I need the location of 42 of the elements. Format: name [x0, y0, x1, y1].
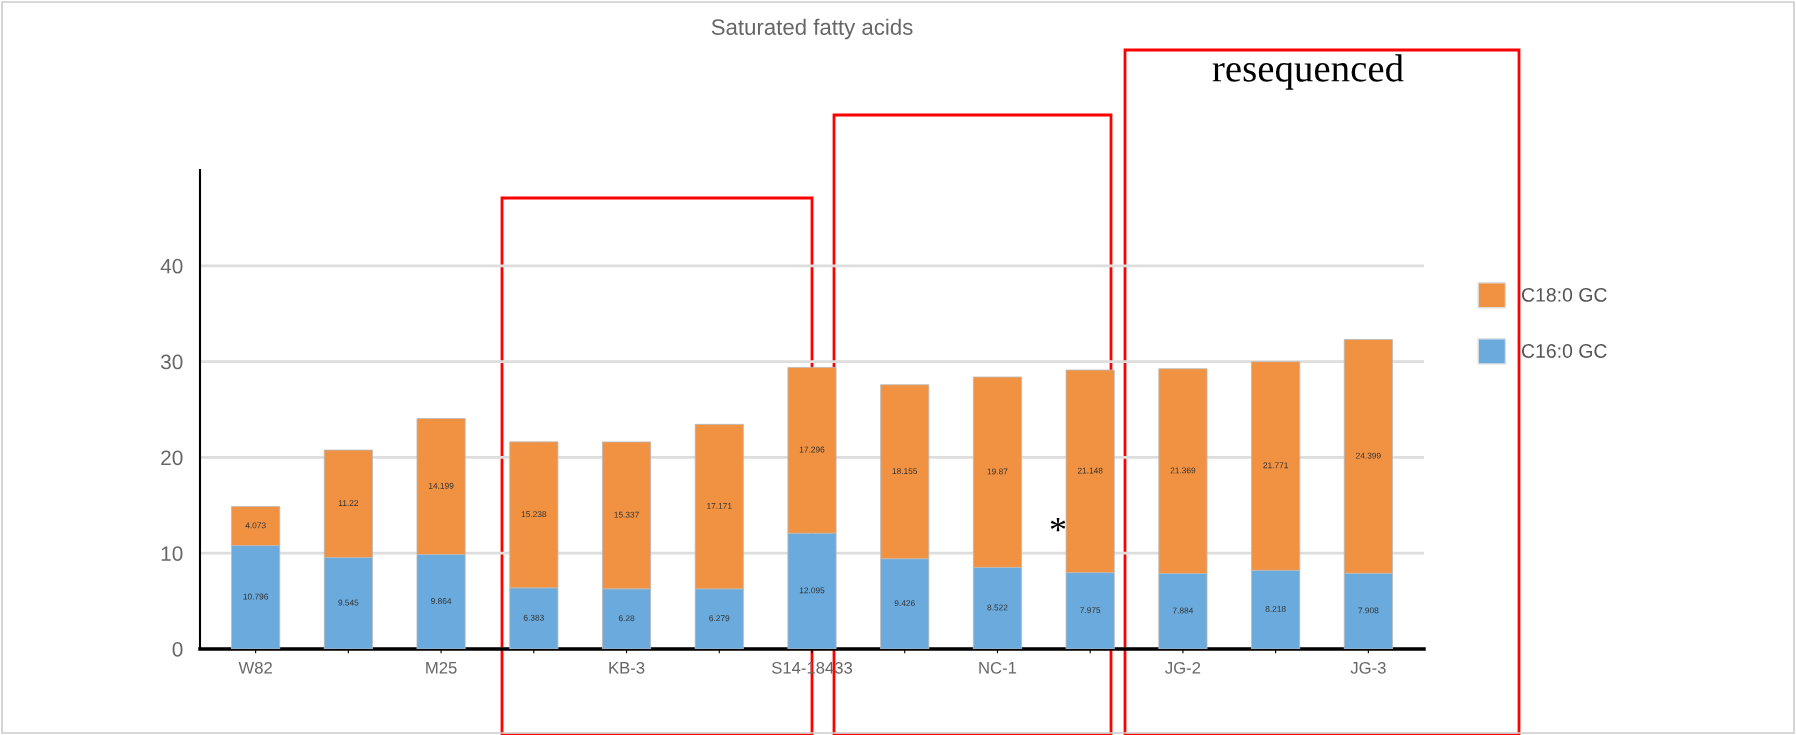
- chart-title: Saturated fatty acids: [711, 18, 913, 40]
- data-label: 7.908: [1358, 607, 1379, 614]
- y-tick-label: 30: [160, 354, 183, 370]
- x-tick-label: M25: [426, 661, 457, 674]
- data-label: 4.073: [245, 522, 266, 529]
- data-label: 8.522: [987, 604, 1008, 611]
- x-tick-label: W82: [238, 661, 272, 674]
- legend-label: C16:0 GC: [1521, 344, 1607, 358]
- data-label: 17.171: [707, 503, 732, 509]
- legend-label: C18:0 GC: [1521, 288, 1607, 302]
- data-label: 15.238: [521, 511, 547, 518]
- y-tick-label: 0: [172, 642, 183, 657]
- data-label: 7.975: [1080, 607, 1101, 614]
- data-label: 9.864: [431, 598, 452, 604]
- data-label: 19.87: [987, 468, 1008, 475]
- data-label: 21.771: [1263, 462, 1288, 469]
- data-label: 18.155: [892, 468, 918, 474]
- data-label: 24.399: [1356, 452, 1381, 459]
- data-label: 15.337: [614, 511, 639, 518]
- y-tick-label: 10: [161, 546, 183, 561]
- data-label: 11.22: [338, 500, 359, 506]
- data-label: 10.796: [243, 593, 269, 600]
- x-tick-label: NC-1: [979, 661, 1017, 674]
- data-label: 21.369: [1170, 467, 1196, 474]
- data-label: 6.383: [523, 614, 544, 621]
- data-label: 17.296: [799, 446, 825, 453]
- data-label: 9.426: [894, 600, 915, 607]
- text: resequenced: [1212, 54, 1404, 90]
- annotation: *: [1050, 518, 1066, 532]
- x-tick-label: KB-3: [609, 661, 645, 674]
- x-tick-label: JG-3: [1350, 661, 1386, 674]
- data-label: 6.28: [618, 615, 635, 622]
- data-label: 21.148: [1077, 467, 1103, 474]
- data-label: 9.545: [338, 599, 359, 606]
- data-label: 7.884: [1172, 607, 1194, 614]
- x-tick-label: JG-2: [1165, 661, 1201, 674]
- y-tick-label: 40: [160, 258, 183, 274]
- y-tick-label: 20: [161, 450, 183, 466]
- data-label: 14.199: [428, 482, 454, 489]
- data-label: 8.218: [1265, 605, 1286, 612]
- data-label: 12.095: [799, 587, 825, 594]
- data-label: 6.279: [709, 615, 730, 622]
